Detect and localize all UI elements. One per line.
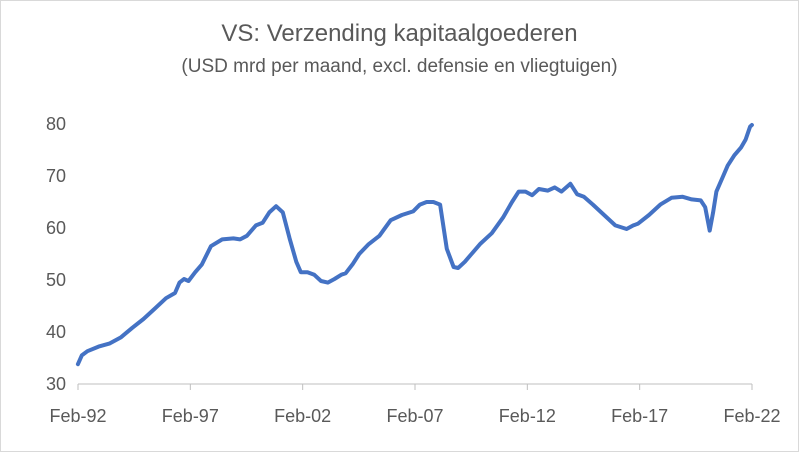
y-tick-label: 40: [46, 322, 66, 342]
series-line: [75, 123, 754, 367]
y-tick-label: 60: [46, 218, 66, 238]
y-axis-ticks: 30 40 50 60 70 80: [46, 114, 66, 394]
x-tick-label: Feb-97: [162, 406, 219, 426]
y-tick-label: 70: [46, 166, 66, 186]
x-tick-label: Feb-02: [274, 406, 331, 426]
x-tick-label: Feb-12: [499, 406, 556, 426]
y-tick-label: 50: [46, 270, 66, 290]
x-tick-label: Feb-22: [723, 406, 780, 426]
x-tick-label: Feb-07: [386, 406, 443, 426]
y-tick-label: 80: [46, 114, 66, 134]
chart-subtitle: (USD mrd per maand, excl. defensie en vl…: [181, 56, 617, 77]
x-tick-label: Feb-92: [49, 406, 106, 426]
x-axis-ticks: Feb-92 Feb-97 Feb-02 Feb-07 Feb-12 Feb-17 Feb-…: [49, 384, 781, 426]
chart-title: VS: Verzending kapitaalgoederen: [221, 20, 577, 47]
x-tick-label: Feb-17: [611, 406, 668, 426]
y-tick-label: 30: [46, 374, 66, 394]
